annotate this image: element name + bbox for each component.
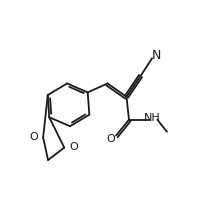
Text: O: O: [30, 132, 38, 142]
Text: O: O: [106, 134, 115, 144]
Text: NH: NH: [144, 113, 161, 123]
Text: N: N: [152, 49, 161, 62]
Text: O: O: [69, 142, 78, 152]
